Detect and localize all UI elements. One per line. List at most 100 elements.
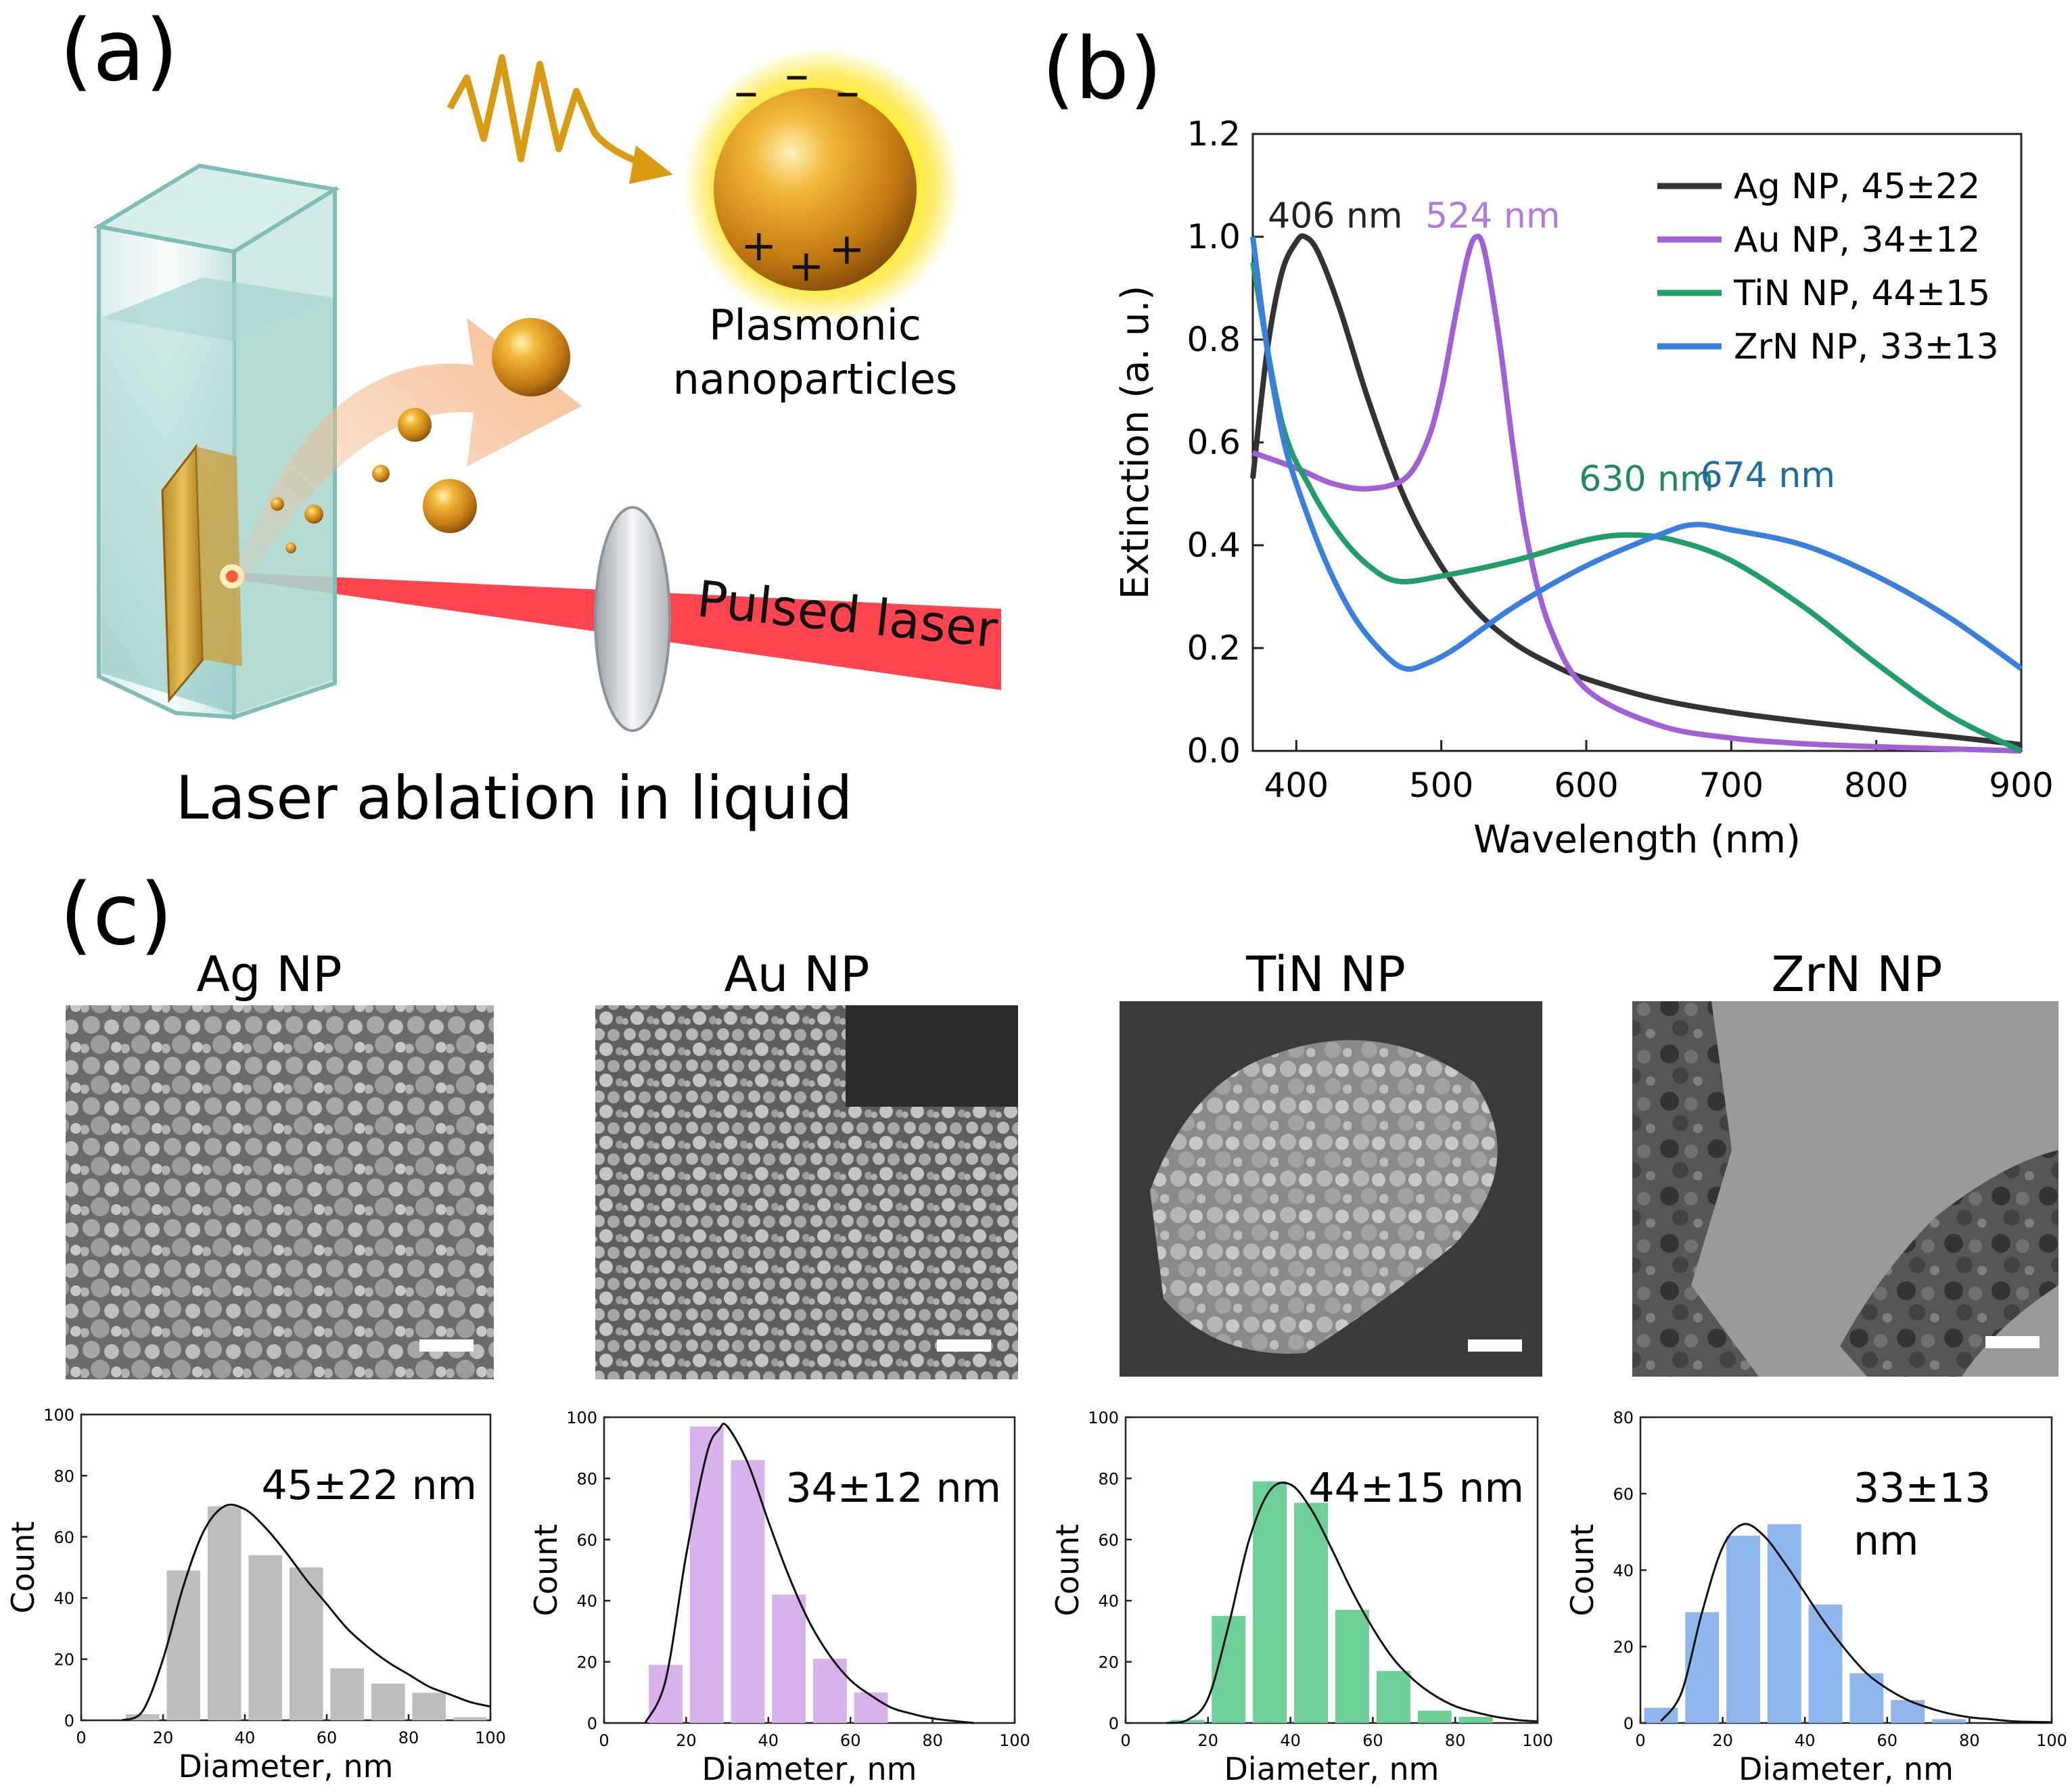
hist-xlabel-hist-ag: Diameter, nm xyxy=(179,1748,394,1785)
hist-xtick-label: 100 xyxy=(2036,1731,2067,1750)
charge-plus-2: + xyxy=(788,242,825,292)
hist-bar-hist-zrn xyxy=(1767,1524,1801,1723)
hist-bar-hist-ag xyxy=(412,1693,446,1720)
extinction-ytick-label: 0.4 xyxy=(1187,526,1241,565)
particles-label-line2: nanoparticles xyxy=(673,354,958,404)
gold-target xyxy=(161,443,204,703)
hist-size-label-hist-au: 34±12 nm xyxy=(785,1465,1001,1512)
ejected-particles xyxy=(271,318,570,553)
hist-xtick-label: 0 xyxy=(76,1728,86,1747)
hist-ytick-label: 20 xyxy=(1098,1653,1119,1672)
hist-xtick-label: 40 xyxy=(758,1731,779,1750)
hist-ytick-label: 80 xyxy=(576,1469,597,1488)
hist-xtick-label: 40 xyxy=(1280,1731,1301,1750)
hist-bar-hist-tin xyxy=(1376,1671,1410,1723)
hist-ytick-label: 0 xyxy=(1109,1714,1119,1733)
hist-bar-hist-tin xyxy=(1253,1481,1287,1723)
charge-plus-1: + xyxy=(741,221,777,271)
peak-annotation: 406 nm xyxy=(1268,196,1402,236)
hist-ytick-label: 60 xyxy=(1098,1531,1119,1550)
hist-xtick-label: 60 xyxy=(840,1731,861,1750)
hist-bar-hist-zrn xyxy=(1685,1612,1720,1723)
legend-entry: Ag NP, 45±22 xyxy=(1734,166,1980,207)
hist-ytick-label: 0 xyxy=(587,1714,597,1733)
focusing-lens xyxy=(594,506,671,732)
hist-bar-hist-ag xyxy=(453,1717,487,1720)
extinction-xtick-label: 500 xyxy=(1409,766,1473,805)
extinction-ylabel: Extinction (a. u.) xyxy=(1113,285,1157,599)
hist-bar-hist-au xyxy=(649,1665,683,1723)
hist-bar-hist-zrn xyxy=(1932,1719,1966,1723)
micrograph-tin xyxy=(1120,1001,1542,1377)
hist-xtick-label: 80 xyxy=(922,1731,943,1750)
hist-ytick-label: 20 xyxy=(576,1653,597,1672)
histogram-charts: 0 20 40 60 80 100 0 20 40 60 80 100 Diameter, nm Coun… xyxy=(5,1406,2067,1787)
hist-bar-hist-ag xyxy=(330,1668,365,1720)
hist-xtick-label: 20 xyxy=(153,1728,174,1747)
liquid-surface xyxy=(101,277,333,342)
em-wave-icon xyxy=(446,54,651,169)
hist-xtick-label: 100 xyxy=(999,1731,1030,1750)
panel-b-label: (b) xyxy=(1042,19,1162,118)
micrograph-zrn xyxy=(1632,1001,2058,1377)
hist-xtick-label: 0 xyxy=(1635,1731,1645,1750)
extinction-series-line xyxy=(1250,233,2022,748)
panel-a: (a) xyxy=(60,1,1001,833)
hist-bar-hist-ag xyxy=(207,1506,241,1720)
hist-ytick-label: 0 xyxy=(1624,1714,1634,1733)
hist-fit-curve-hist-au xyxy=(644,1423,974,1724)
legend-entry: TiN NP, 44±15 xyxy=(1733,273,1990,314)
hist-frame-hist-au xyxy=(603,1416,1016,1724)
hist-ytick-label: 40 xyxy=(1613,1561,1634,1580)
extinction-chart: 400 500 600 700 800 900 0.0 0.2 0.4 0.6 0.8 1.0 1.2 W… xyxy=(1113,114,2054,862)
title-zrn: ZrN NP xyxy=(1772,946,1943,1003)
plasmonic-particle-icon xyxy=(683,47,961,325)
extinction-ytick-label: 0.6 xyxy=(1187,423,1241,462)
hist-xtick-label: 60 xyxy=(1877,1731,1898,1750)
hist-ytick-label: 20 xyxy=(1613,1638,1634,1657)
em-wave-arrowhead xyxy=(629,145,673,184)
peak-annotation: 630 nm xyxy=(1579,459,1713,499)
hist-ytick-label: 80 xyxy=(1613,1408,1634,1427)
hist-bar-hist-ag xyxy=(289,1567,323,1720)
title-au: Au NP xyxy=(724,946,869,1003)
hist-ytick-label: 40 xyxy=(53,1589,74,1608)
hist-bar-hist-ag xyxy=(248,1555,283,1720)
hist-ytick-label: 60 xyxy=(1613,1485,1634,1504)
hist-bar-hist-zrn xyxy=(1726,1536,1760,1723)
hist-xtick-label: 80 xyxy=(1959,1731,1980,1750)
hist-xlabel-hist-au: Diameter, nm xyxy=(702,1751,917,1787)
hist-bar-hist-au xyxy=(689,1426,724,1723)
scale-bar-ag xyxy=(419,1339,474,1352)
hist-ylabel-hist-zrn: Count xyxy=(1564,1524,1601,1617)
hist-frame-hist-tin xyxy=(1124,1416,1539,1724)
peak-annotation: 674 nm xyxy=(1701,455,1835,496)
extinction-series-line xyxy=(1250,262,2023,754)
extinction-series-line xyxy=(1251,233,2022,754)
charge-plus-3: + xyxy=(829,225,865,275)
hist-ytick-label: 40 xyxy=(576,1592,597,1611)
hist-bar-hist-tin xyxy=(1335,1609,1369,1723)
hist-xtick-label: 20 xyxy=(1198,1731,1219,1750)
hist-bar-hist-tin xyxy=(1294,1502,1329,1723)
hist-ytick-label: 100 xyxy=(1088,1408,1119,1427)
extinction-xtick-label: 600 xyxy=(1554,766,1618,805)
hist-bar-hist-ag xyxy=(166,1570,201,1720)
hist-xtick-label: 40 xyxy=(235,1728,256,1747)
hist-ytick-label: 40 xyxy=(1098,1592,1119,1611)
hist-xtick-label: 80 xyxy=(1445,1731,1466,1750)
hist-xtick-label: 100 xyxy=(1522,1731,1553,1750)
scale-bar-zrn xyxy=(1985,1336,2040,1348)
panel-c-label: (c) xyxy=(60,865,173,964)
hist-xtick-label: 0 xyxy=(599,1731,609,1750)
hist-fit-curve-hist-ag xyxy=(121,1503,491,1722)
panel-a-label: (a) xyxy=(60,1,179,100)
extinction-xtick-label: 700 xyxy=(1699,766,1764,805)
peak-annotation: 524 nm xyxy=(1425,196,1560,236)
hist-bar-hist-ag xyxy=(371,1683,405,1720)
title-ag: Ag NP xyxy=(196,946,342,1003)
hist-xtick-label: 0 xyxy=(1120,1731,1130,1750)
hist-fit-curve-hist-tin xyxy=(1166,1481,1538,1724)
hist-bar-hist-ag xyxy=(125,1714,160,1720)
